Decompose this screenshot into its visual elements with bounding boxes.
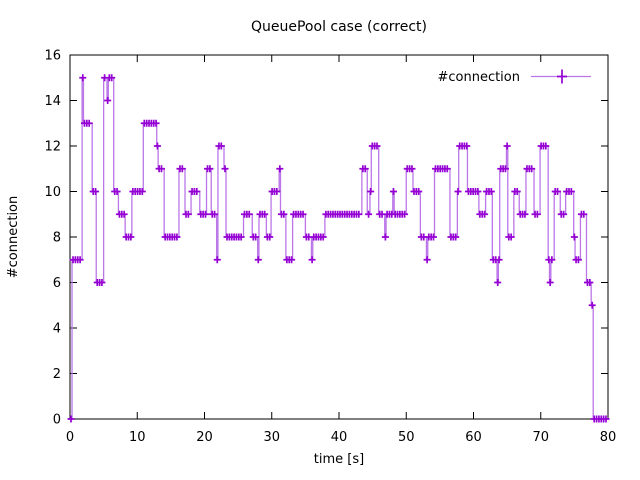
y-tick-label: 4 — [53, 322, 61, 337]
y-tick-label: 14 — [44, 94, 61, 109]
legend-plus-marker — [557, 69, 567, 84]
x-tick-label: 80 — [600, 430, 617, 445]
y-tick-label: 10 — [44, 185, 61, 200]
legend-label: #connection — [437, 70, 520, 85]
x-tick-label: 40 — [331, 430, 348, 445]
series-connection — [67, 74, 610, 423]
y-axis-title: #connection — [6, 196, 21, 279]
y-tick-label: 16 — [44, 49, 61, 64]
legend: #connection — [437, 69, 591, 85]
x-tick-label: 10 — [129, 430, 146, 445]
y-tick-label: 0 — [53, 413, 61, 428]
x-tick-label: 60 — [465, 430, 482, 445]
y-tick-label: 2 — [53, 367, 61, 382]
x-tick-label: 50 — [398, 430, 415, 445]
chart-title: QueuePool case (correct) — [251, 19, 427, 35]
x-axis-title: time [s] — [314, 452, 364, 467]
data-step-line — [70, 77, 608, 420]
x-tick-label: 20 — [196, 430, 213, 445]
x-tick-label: 30 — [263, 430, 280, 445]
plot-border — [69, 54, 609, 420]
data-point-markers — [67, 74, 610, 423]
x-tick-label: 0 — [66, 430, 74, 445]
axis-ticks: 0 10 20 30 40 50 60 70 80 0 2 4 6 8 10 12 14 16 — [44, 49, 616, 446]
plot-frame — [69, 54, 609, 420]
y-tick-label: 8 — [53, 231, 61, 246]
y-tick-label: 12 — [44, 140, 61, 155]
y-tick-label: 6 — [53, 276, 61, 291]
x-tick-label: 70 — [532, 430, 549, 445]
